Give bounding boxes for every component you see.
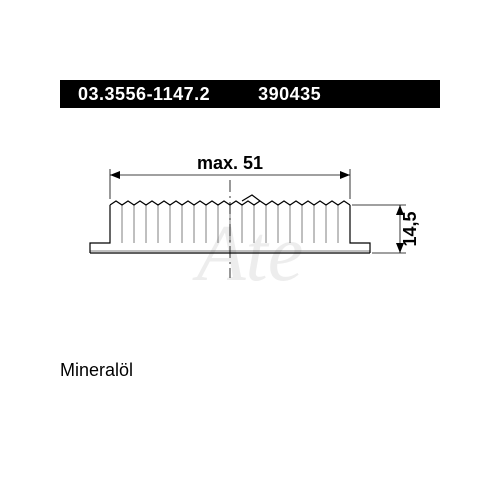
technical-drawing: Ate max. 51 14,5 bbox=[60, 130, 440, 330]
part-number: 03.3556-1147.2 bbox=[78, 84, 210, 105]
height-dimension-label: 14,5 bbox=[400, 211, 420, 246]
product-code: 390435 bbox=[258, 84, 321, 105]
header-bar: 03.3556-1147.2 390435 bbox=[60, 80, 440, 108]
footer-note: Mineralöl bbox=[60, 360, 133, 381]
svg-text:Ate: Ate bbox=[192, 210, 304, 298]
width-dimension-label: max. 51 bbox=[197, 153, 263, 173]
